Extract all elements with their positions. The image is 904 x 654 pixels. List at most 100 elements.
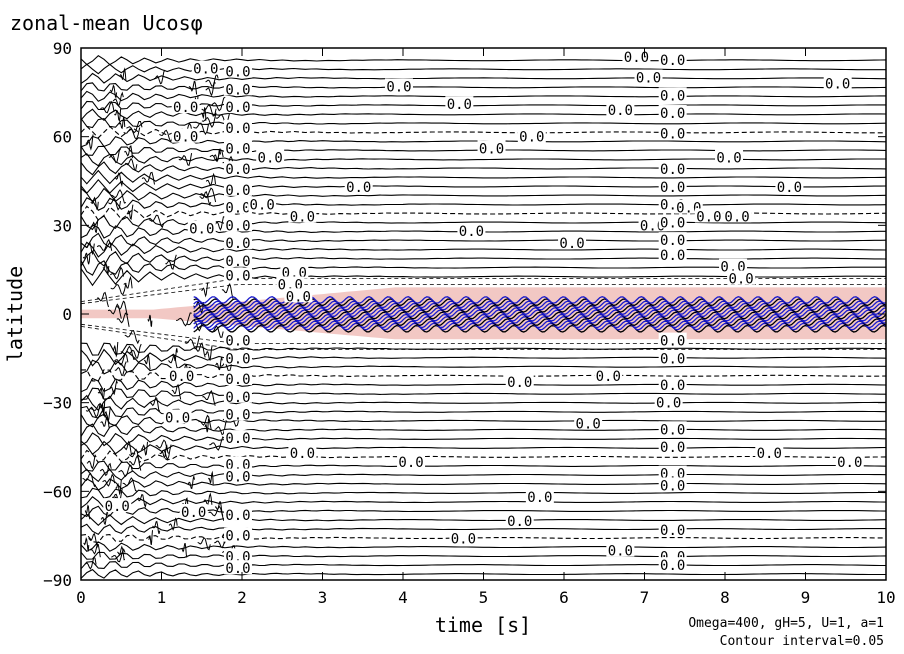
contour-label-bg — [658, 521, 687, 536]
contour-label-bg — [223, 388, 252, 403]
wave-contour — [155, 439, 170, 454]
wave-contour — [201, 282, 209, 298]
contour-line — [81, 468, 886, 483]
plot-area: 0.0 0.0 0.0 0.0 0.0 0.0 0.0 0.0 0.0 0.0 0.0 0.0 0.0 0… — [81, 48, 886, 580]
jet-contour — [193, 313, 886, 322]
x-tick-label: 0 — [76, 588, 86, 607]
contour-label: 0.0 — [225, 121, 250, 137]
wave-contour — [100, 511, 109, 526]
contour-label: 0.0 — [507, 375, 532, 391]
x-axis-title: time [s] — [435, 613, 531, 637]
contour-line — [81, 423, 886, 438]
contour-label-bg — [505, 373, 534, 388]
contour-label: 0.0 — [459, 224, 484, 240]
wave-contour — [99, 462, 112, 477]
x-tick-label: 6 — [559, 588, 569, 607]
wave-contour — [84, 504, 91, 520]
contour-line — [81, 505, 886, 518]
contour-label-bg — [223, 350, 252, 365]
contour-label: 0.0 — [837, 455, 862, 471]
contour-label: 0.0 — [165, 410, 190, 426]
x-tick-label: 8 — [720, 588, 730, 607]
x-tick-label: 9 — [801, 588, 811, 607]
contour-line — [81, 55, 886, 66]
contour-label-bg — [223, 456, 252, 471]
y-tick-label: −90 — [43, 571, 72, 590]
contour-label-bg — [223, 527, 252, 542]
wave-contour — [201, 104, 217, 117]
wave-contour — [114, 361, 127, 376]
wave-contour — [128, 343, 142, 359]
contour-label-bg — [658, 232, 687, 247]
contour-label: 0.0 — [225, 236, 250, 252]
contour-label: 0.0 — [225, 372, 250, 388]
y-tick-label: 30 — [53, 216, 72, 235]
contour-label-bg — [658, 246, 687, 261]
wave-contour — [124, 157, 138, 171]
contour-label-bg — [517, 128, 546, 143]
wave-contour — [102, 261, 110, 275]
wave-contour — [204, 418, 210, 433]
wave-contour — [110, 266, 124, 280]
contour-label-bg — [449, 530, 478, 545]
contour-label-bg — [658, 465, 687, 480]
contour-label: 0.0 — [624, 50, 649, 66]
y-tick-label: −60 — [43, 482, 72, 501]
contour-label-bg — [658, 376, 687, 391]
wave-contour — [114, 172, 124, 188]
contour-label-bg — [606, 542, 635, 557]
contour-line — [81, 561, 886, 570]
contour-line — [81, 178, 886, 194]
wave-contour — [122, 477, 138, 492]
contour-label: 0.0 — [559, 236, 584, 252]
contour-label: 0.0 — [225, 269, 250, 285]
wave-contour — [165, 254, 177, 270]
wave-contour — [176, 312, 192, 327]
contour-label-bg — [525, 489, 554, 504]
contour-line — [81, 377, 886, 393]
wave-contour — [112, 341, 119, 358]
contour-label-bg — [715, 149, 744, 164]
wave-contour — [198, 414, 212, 430]
contour-label-bg — [694, 208, 723, 223]
wave-contour — [215, 357, 223, 371]
wave-contour — [90, 196, 99, 210]
contour-label: 0.0 — [479, 141, 504, 157]
contour-label: 0.0 — [519, 130, 544, 146]
contour-label: 0.0 — [225, 470, 250, 486]
x-tick-label: 2 — [237, 588, 247, 607]
contour-line — [81, 197, 886, 212]
contour-label-bg — [344, 178, 373, 193]
contour-label: 0.0 — [507, 514, 532, 530]
contour-label-bg — [594, 368, 623, 383]
wave-contour — [213, 148, 221, 163]
wave-contour — [203, 492, 213, 505]
wave-contour — [114, 352, 129, 366]
wave-contour — [115, 479, 122, 496]
contour-label-bg — [658, 214, 687, 229]
wave-contour — [109, 84, 118, 99]
wave-contour — [143, 354, 151, 370]
contour-label-bg — [477, 140, 506, 155]
wave-contour — [97, 388, 106, 400]
contour-label-bg — [727, 270, 756, 285]
contour-label-bg — [223, 332, 252, 347]
contour-label: 0.0 — [173, 100, 198, 116]
contour-line — [81, 205, 886, 222]
contour-label-bg — [658, 178, 687, 193]
wave-contour — [140, 441, 148, 456]
contour-label: 0.0 — [608, 543, 633, 559]
contour-line — [81, 405, 886, 419]
contour-line — [81, 478, 886, 491]
wave-contour — [202, 390, 216, 406]
contour-label-bg — [654, 394, 683, 409]
contour-label: 0.0 — [660, 422, 685, 438]
contour-label: 0.0 — [346, 180, 371, 196]
contour-label: 0.0 — [728, 272, 753, 288]
contour-label: 0.0 — [225, 351, 250, 367]
contour-label-bg — [179, 504, 208, 519]
contour-label-bg — [658, 350, 687, 365]
wave-contour — [194, 342, 206, 358]
wave-contour — [128, 454, 142, 471]
